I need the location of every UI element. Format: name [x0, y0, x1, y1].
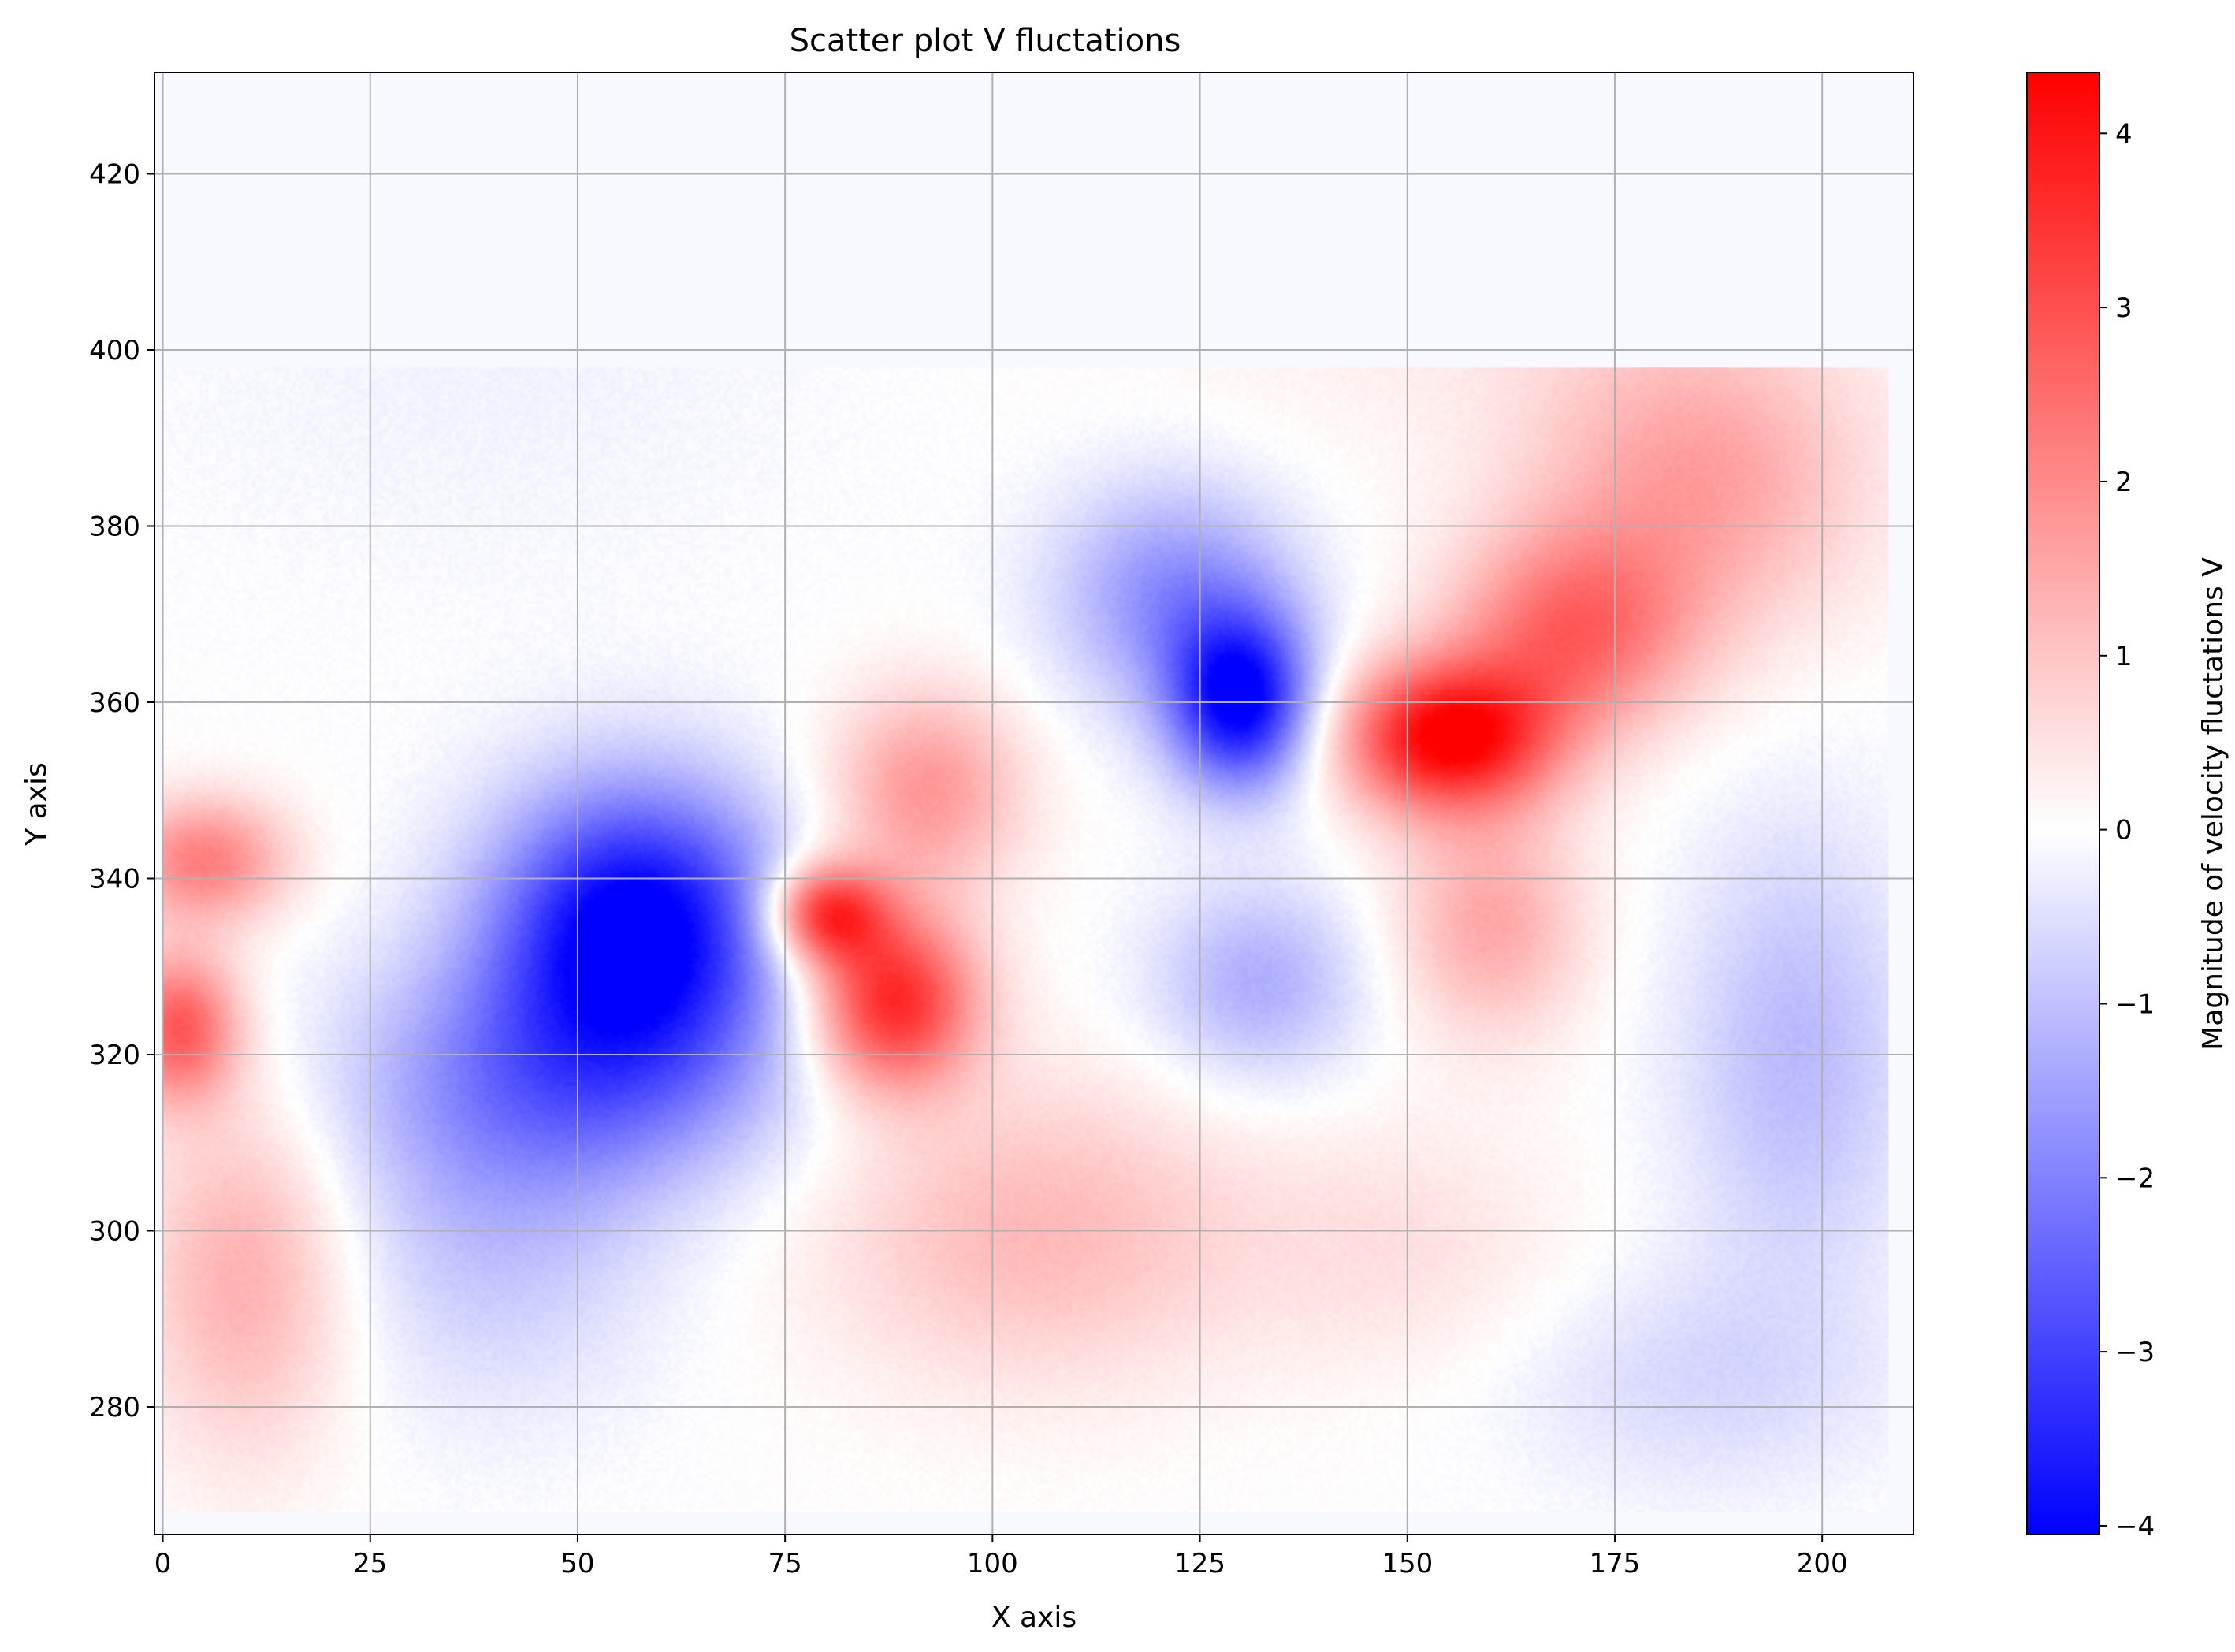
gridlines	[154, 73, 1913, 1535]
y-tick-label: 380	[89, 511, 140, 542]
y-tick-label: 300	[89, 1215, 140, 1247]
x-tick-label: 175	[1590, 1548, 1641, 1579]
colorbar-label: Magnitude of velocity fluctations V	[2197, 557, 2229, 1051]
x-tick-label: 150	[1382, 1548, 1433, 1579]
colorbar-tick-label: 1	[2115, 641, 2133, 672]
velocity-field-scatter	[162, 367, 1889, 1513]
colorbar-tick-label: 2	[2115, 467, 2133, 498]
colorbar-ticks: −4 −3 −2 −1 0 1 2 3 4	[2099, 118, 2155, 1542]
colorbar-tick-label: −4	[2115, 1511, 2155, 1542]
plot-area	[154, 72, 1914, 1535]
x-tick-label: 100	[967, 1548, 1018, 1579]
x-tick-label: 25	[353, 1548, 387, 1579]
colorbar-tick-label: −1	[2115, 988, 2155, 1020]
colorbar-tick-label: 4	[2115, 118, 2133, 150]
colorbar-tick-label: 0	[2115, 815, 2133, 846]
y-tick-label: 280	[89, 1392, 140, 1423]
colorbar-tick-label: 3	[2115, 292, 2133, 324]
x-axis-label: X axis	[991, 1602, 1077, 1634]
x-tick-label: 125	[1174, 1548, 1225, 1579]
x-tick-label: 75	[768, 1548, 802, 1579]
plot-frame	[154, 72, 1914, 1535]
y-tick-label: 400	[89, 335, 140, 366]
y-tick-label: 420	[89, 159, 140, 191]
colorbar-tick-label: −2	[2115, 1163, 2155, 1194]
y-tick-label: 320	[89, 1040, 140, 1071]
y-tick-label: 360	[89, 687, 140, 719]
x-tick-label: 50	[560, 1548, 594, 1579]
y-tick-label: 340	[89, 863, 140, 895]
x-tick-label: 0	[154, 1548, 172, 1579]
y-axis-label: Y axis	[20, 762, 53, 846]
colorbar-gradient	[2026, 72, 2100, 1535]
colorbar: −4 −3 −2 −1 0 1 2 3 4 Magnitude of velocity fluc…	[2026, 72, 2229, 1542]
colorbar-tick-label: −3	[2115, 1337, 2155, 1368]
x-tick-label: 200	[1797, 1548, 1848, 1579]
y-axis-ticks: 280 300 320 340 360 380 400 420	[89, 159, 154, 1423]
x-axis-ticks: 0 25 50 75 100 125 150 175 200	[154, 1535, 1848, 1579]
chart-title: Scatter plot V fluctations	[790, 23, 1181, 59]
